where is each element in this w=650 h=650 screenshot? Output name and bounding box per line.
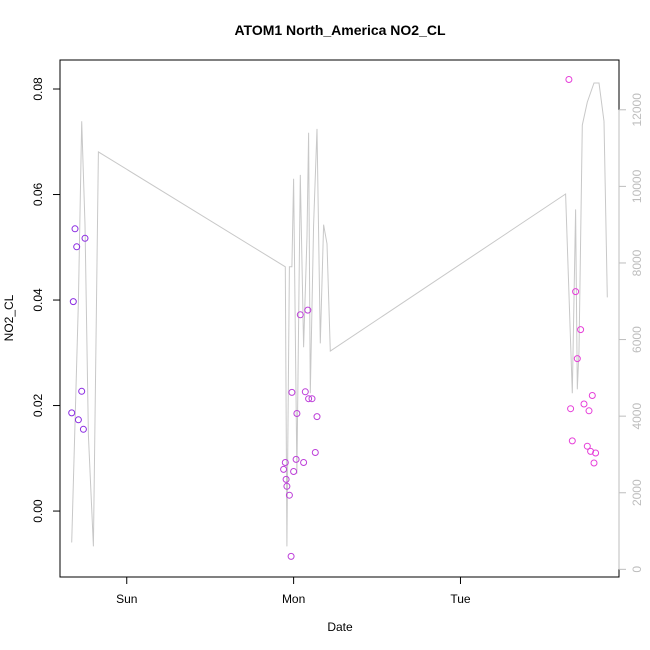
data-point	[292, 455, 300, 463]
data-point	[568, 437, 576, 445]
data-point	[282, 475, 290, 483]
data-point	[280, 465, 288, 473]
x-axis: Sun Mon Tue	[116, 576, 471, 606]
data-point	[565, 76, 573, 83]
data-point	[592, 449, 600, 457]
data-point	[572, 288, 580, 296]
chart-title: ATOM1 North_America NO2_CL	[234, 22, 446, 38]
data-point	[311, 449, 319, 456]
data-point	[290, 468, 298, 475]
data-point	[78, 387, 86, 395]
data-point	[81, 234, 89, 242]
y-tick-label: 0.00	[31, 499, 45, 523]
x-tick-label: Mon	[282, 592, 305, 606]
data-point	[73, 243, 81, 251]
data-point	[585, 407, 593, 415]
data-point	[567, 405, 575, 413]
data-point	[79, 425, 87, 433]
data-point	[583, 442, 591, 450]
data-point	[281, 459, 289, 466]
y2-tick-label: 10000	[630, 169, 644, 203]
data-point	[588, 392, 596, 399]
data-point	[296, 311, 304, 319]
x-axis-label: Date	[327, 620, 353, 634]
y-axis: 0.00 0.02 0.04 0.06 0.08	[31, 77, 61, 523]
data-point	[283, 482, 291, 490]
y2-tick-label: 4000	[630, 403, 644, 430]
data-point	[285, 491, 293, 499]
y2-axis-right: 0 2000 4000 6000 8000 10000 12000	[618, 93, 644, 573]
data-point	[287, 552, 295, 560]
y-tick-label: 0.02	[31, 393, 45, 417]
y2-tick-label: 6000	[630, 326, 644, 353]
x-tick-label: Sun	[116, 592, 137, 606]
data-point	[580, 400, 588, 408]
secondary-series-line	[71, 82, 608, 547]
data-point	[313, 413, 321, 421]
y2-tick-label: 8000	[630, 249, 644, 276]
data-point	[288, 388, 296, 396]
data-point	[68, 409, 76, 417]
data-point	[590, 459, 598, 467]
y-tick-label: 0.06	[31, 182, 45, 206]
data-point	[308, 395, 316, 403]
y-axis-label: NO2_CL	[2, 294, 16, 341]
secondary-line-layer	[71, 82, 608, 547]
data-point	[69, 298, 77, 306]
data-point	[71, 225, 79, 233]
data-point	[573, 355, 581, 363]
data-point	[301, 388, 309, 396]
y-tick-label: 0.04	[31, 288, 45, 312]
points-layer	[68, 76, 600, 560]
y2-tick-label: 2000	[630, 479, 644, 506]
data-point	[305, 395, 313, 403]
y2-tick-label: 12000	[630, 93, 644, 127]
data-point	[587, 447, 595, 455]
data-point	[74, 416, 82, 424]
data-point	[304, 306, 312, 314]
data-point	[300, 459, 308, 466]
plot-frame	[59, 59, 620, 578]
data-point	[293, 410, 301, 417]
x-tick-label: Tue	[450, 592, 471, 606]
y-tick-label: 0.08	[31, 77, 45, 101]
y2-tick-label: 0	[630, 566, 644, 573]
data-point	[577, 326, 585, 334]
